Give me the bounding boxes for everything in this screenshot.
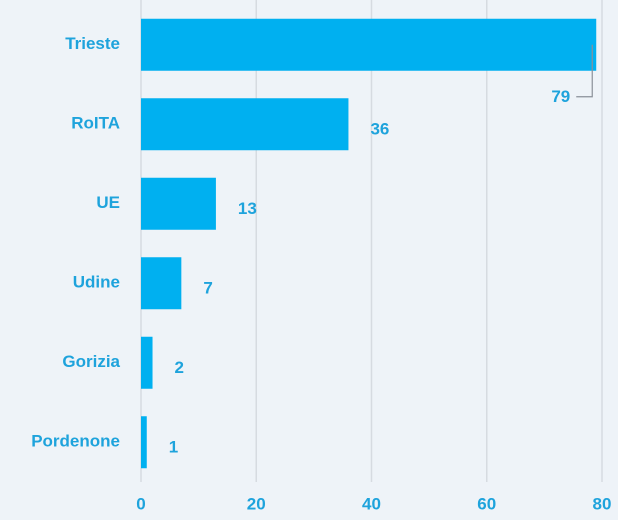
value-label: 7 [203,279,212,298]
y-tick-label: Trieste [65,34,120,53]
x-tick-label: 0 [136,494,145,513]
bar [141,18,597,71]
y-tick-label: Udine [73,273,120,292]
x-tick-label: 60 [477,494,496,513]
bar [141,98,349,151]
bar [141,177,216,230]
x-tick-label: 20 [247,494,266,513]
value-label: 1 [169,438,178,457]
y-tick-label: Pordenone [31,432,120,451]
y-tick-label: RoITA [71,114,120,133]
value-label: 79 [551,87,570,106]
value-label: 13 [238,199,257,218]
bar [141,336,153,389]
x-tick-label: 80 [593,494,612,513]
y-tick-label: UE [96,193,120,212]
y-tick-label: Gorizia [62,352,120,371]
x-tick-label: 40 [362,494,381,513]
leader-line [576,44,593,98]
bar [141,257,182,310]
value-label: 36 [370,120,389,139]
value-label: 2 [175,358,184,377]
bar [141,416,147,469]
